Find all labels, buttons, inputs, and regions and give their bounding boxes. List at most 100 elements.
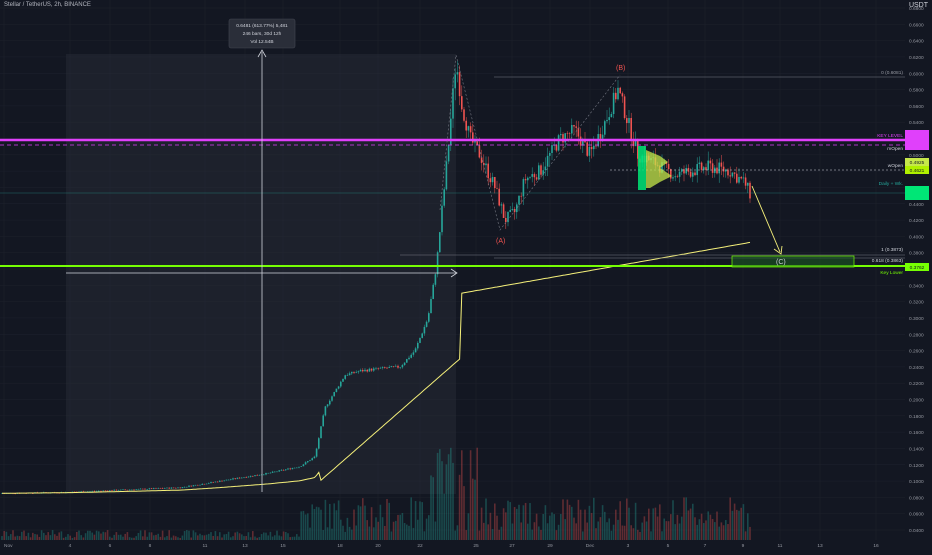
volume-bar [298, 536, 300, 540]
candle-body [480, 157, 483, 163]
price-tick-label: 0.6800 [909, 6, 924, 12]
candle-body [375, 367, 377, 369]
candle-body [397, 365, 399, 368]
volume-bar [267, 535, 269, 540]
candle-body [555, 145, 558, 151]
candle-body [443, 189, 445, 206]
volume-bar [346, 517, 349, 540]
candle-body [181, 487, 184, 489]
volume-bar [709, 514, 712, 540]
volume-bar [687, 510, 690, 540]
candle-body [410, 354, 412, 358]
volume-bar [43, 532, 45, 540]
volume-bar [696, 524, 698, 540]
candle-body [491, 177, 494, 183]
candle-body [608, 117, 610, 120]
candle-body [610, 113, 613, 118]
volume-bar [474, 479, 476, 540]
price-badge-yellow-text: 0.4925 [910, 160, 925, 166]
volume-bar [232, 536, 234, 540]
volume-bar [395, 520, 397, 540]
candle-body [245, 477, 247, 478]
candle-body [298, 466, 300, 468]
candle-body [164, 488, 166, 489]
volume-bar [593, 497, 595, 540]
candle-body [441, 205, 443, 233]
candle-body [274, 471, 276, 473]
volume-bar [749, 526, 751, 540]
volume-bar [5, 531, 8, 540]
volume-bar [280, 536, 283, 540]
candle-body [170, 487, 173, 489]
candle-body [467, 126, 470, 131]
price-tick-label: 0.5800 [909, 88, 924, 94]
time-tick-label: 13 [817, 543, 823, 549]
candle-body [177, 487, 179, 489]
candle-body [681, 169, 683, 172]
volume-bar [21, 531, 23, 540]
volume-bar [318, 507, 320, 540]
volume-bar [601, 505, 604, 540]
candle-body [113, 489, 115, 491]
candle-body [278, 470, 280, 472]
candle-body [98, 490, 100, 492]
candle-body [331, 396, 333, 401]
volume-bar [571, 506, 573, 540]
volume-bar [82, 537, 85, 540]
candle-body [120, 489, 122, 491]
volume-bar [62, 537, 65, 540]
volume-bar [573, 517, 575, 540]
volume-bar [694, 517, 696, 540]
volume-bar [685, 497, 687, 540]
volume-bar [73, 537, 76, 540]
symbol-title[interactable]: Stellar / TetherUS, 2h, BINANCE [4, 2, 91, 8]
volume-bar [3, 530, 5, 540]
volume-bar [126, 532, 129, 540]
candle-body [82, 491, 85, 492]
volume-bar [722, 525, 725, 540]
volume-bar [661, 531, 663, 540]
volume-bar [423, 531, 426, 540]
volume-bar [78, 530, 80, 540]
volume-bar [183, 531, 186, 540]
volume-bar [502, 508, 505, 540]
volume-bar [71, 537, 74, 540]
price-tick-label: 0.4400 [909, 202, 924, 208]
candle-body [197, 484, 199, 486]
volume-bar [84, 533, 87, 540]
candle-body [716, 167, 718, 174]
candle-body [293, 467, 296, 469]
price-tick-label: 0.3400 [909, 283, 924, 289]
measure-tooltip-line3: Vol 12.54B [250, 39, 273, 45]
volume-bar [551, 512, 553, 540]
price-tick-label: 0.0800 [909, 495, 924, 501]
candle-body [258, 474, 261, 476]
volume-bar [597, 521, 599, 540]
candle-body [322, 415, 324, 427]
volume-bar [489, 512, 492, 540]
volume-bar [254, 536, 256, 540]
volume-bar [95, 530, 98, 540]
volume-bar [172, 535, 175, 540]
candle-body [423, 326, 426, 334]
candle-body [412, 352, 415, 355]
volume-bar [342, 525, 344, 540]
candle-body [738, 176, 740, 183]
time-tick-label: 29 [547, 543, 553, 549]
candle-body [557, 135, 560, 151]
candle-body [373, 368, 375, 371]
volume-bar [436, 452, 439, 540]
measure-tooltip-line1: 0.6481 (613.77%) 5,481 [236, 23, 288, 29]
volume-bar [740, 507, 742, 540]
candle-body [698, 162, 701, 165]
currency-label[interactable]: USDT [908, 2, 928, 9]
volume-bar [445, 464, 448, 540]
candle-body [115, 489, 118, 491]
volume-bar [18, 536, 21, 540]
candle-body [401, 365, 404, 368]
volume-bar [87, 530, 89, 540]
volume-bar [256, 537, 258, 540]
candle-body [342, 378, 344, 382]
